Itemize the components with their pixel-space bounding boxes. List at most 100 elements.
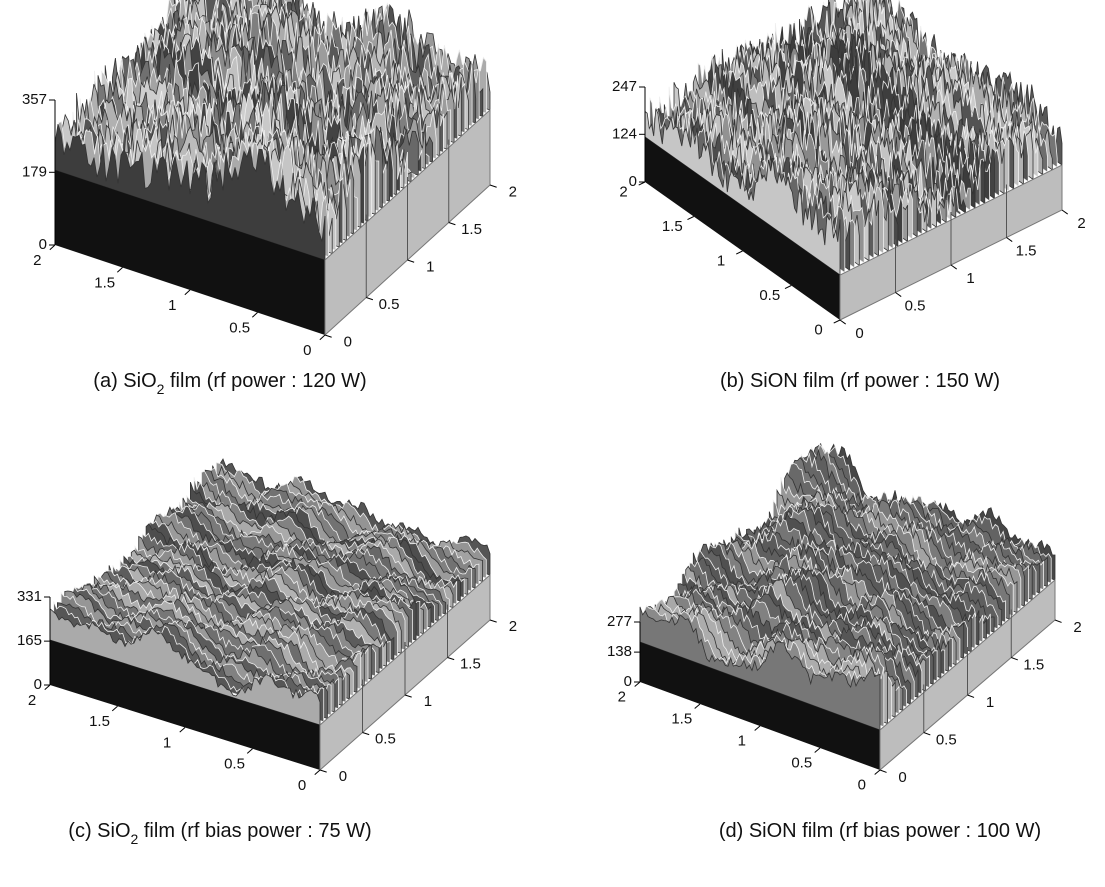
y-tick-label: 1 xyxy=(986,694,994,711)
x-tick-label: 0.5 xyxy=(791,755,812,772)
z-tick-label: 179 xyxy=(22,163,47,180)
y-tick-label: 0 xyxy=(344,334,352,351)
y-tick xyxy=(366,298,373,300)
z-tick-label: 277 xyxy=(607,613,632,630)
x-tick-label: 2 xyxy=(618,689,626,706)
x-tick xyxy=(117,268,122,273)
x-tick xyxy=(185,290,190,295)
x-tick-label: 2 xyxy=(33,252,41,269)
y-tick-label: 2 xyxy=(1077,215,1085,232)
y-tick xyxy=(880,770,887,772)
y-tick-label: 0.5 xyxy=(905,297,926,314)
caption: (c) SiO2 film (rf bias power : 75 W) xyxy=(68,820,371,846)
x-tick xyxy=(252,313,257,318)
x-tick-label: 1.5 xyxy=(94,275,115,292)
x-tick-label: 0 xyxy=(303,342,311,359)
x-tick-label: 0 xyxy=(814,322,822,339)
x-tick-label: 2 xyxy=(28,692,36,709)
caption-subscript: 2 xyxy=(157,381,165,397)
x-tick-label: 0 xyxy=(858,777,866,794)
z-tick-label: 138 xyxy=(607,643,632,660)
z-tick-label: 124 xyxy=(612,125,637,142)
y-tick-label: 1.5 xyxy=(1023,657,1044,674)
z-tick-label: 0 xyxy=(624,673,632,690)
x-tick-label: 0.5 xyxy=(229,320,250,337)
y-tick xyxy=(896,293,902,297)
y-tick xyxy=(840,320,846,324)
x-tick xyxy=(736,251,742,254)
caption: (b) SiON film (rf power : 150 W) xyxy=(720,370,1000,392)
x-tick-label: 0.5 xyxy=(224,756,245,773)
y-tick-label: 1 xyxy=(966,270,974,287)
y-tick xyxy=(363,733,370,735)
x-tick-label: 1 xyxy=(717,253,725,270)
y-tick-label: 1.5 xyxy=(461,221,482,238)
y-tick-label: 2 xyxy=(1073,619,1081,636)
x-tick xyxy=(785,286,791,289)
x-tick-label: 1.5 xyxy=(662,218,683,235)
z-tick-label: 357 xyxy=(22,91,47,108)
x-tick-label: 1.5 xyxy=(671,711,692,728)
x-tick xyxy=(45,685,50,690)
z-tick-label: 0 xyxy=(34,676,42,693)
y-tick-label: 2 xyxy=(509,184,517,201)
y-tick-label: 1 xyxy=(426,259,434,276)
caption: (a) SiO2 film (rf power : 120 W) xyxy=(93,370,366,396)
x-tick-label: 0 xyxy=(298,777,306,794)
x-tick xyxy=(315,770,320,775)
caption: (d) SiON film (rf bias power : 100 W) xyxy=(719,820,1041,842)
z-tick-label: 331 xyxy=(17,588,42,605)
y-tick xyxy=(449,223,456,225)
caption-text: (a) SiO xyxy=(93,370,156,392)
y-tick xyxy=(448,658,455,660)
x-tick xyxy=(695,704,700,709)
y-tick xyxy=(951,265,957,269)
x-tick xyxy=(875,770,880,775)
y-tick xyxy=(1007,238,1013,242)
y-tick xyxy=(490,620,497,622)
x-tick-label: 1.5 xyxy=(89,713,110,730)
x-tick xyxy=(635,682,640,687)
caption-text: (d) SiON film (rf bias power : 100 W) xyxy=(719,820,1041,842)
y-tick-label: 0.5 xyxy=(375,731,396,748)
x-tick xyxy=(112,706,117,711)
z-tick-label: 0 xyxy=(629,173,637,190)
y-tick-label: 0 xyxy=(339,768,347,785)
y-tick xyxy=(320,770,327,772)
x-tick xyxy=(755,726,760,731)
caption-text: (b) SiON film (rf power : 150 W) xyxy=(720,370,1000,392)
y-tick xyxy=(968,695,975,697)
y-tick xyxy=(490,185,497,187)
z-tick-label: 247 xyxy=(612,78,637,95)
caption-text: film (rf bias power : 75 W) xyxy=(138,820,371,842)
y-tick-label: 1.5 xyxy=(460,656,481,673)
caption-text: film (rf power : 120 W) xyxy=(164,370,366,392)
y-tick-label: 0.5 xyxy=(936,732,957,749)
y-tick xyxy=(1062,210,1068,214)
x-tick xyxy=(834,320,840,323)
y-tick xyxy=(325,335,332,337)
y-tick-label: 0 xyxy=(855,325,863,342)
x-tick xyxy=(50,245,55,250)
z-tick-label: 165 xyxy=(17,632,42,649)
y-tick xyxy=(405,695,412,697)
caption-text: (c) SiO xyxy=(68,820,130,842)
y-tick xyxy=(1055,620,1062,622)
y-tick-label: 2 xyxy=(509,618,517,635)
x-tick-label: 2 xyxy=(619,184,627,201)
figure: 00.511.5200.511.520179357(a) SiO2 film (… xyxy=(0,0,1105,887)
y-tick-label: 0.5 xyxy=(379,296,400,313)
y-tick-label: 1 xyxy=(424,693,432,710)
y-tick-label: 0 xyxy=(898,769,906,786)
y-tick xyxy=(924,733,931,735)
x-tick xyxy=(247,749,252,754)
x-tick-label: 0.5 xyxy=(759,287,780,304)
x-tick xyxy=(180,728,185,733)
x-tick-label: 1 xyxy=(163,734,171,751)
y-tick xyxy=(408,260,415,262)
y-tick-label: 1.5 xyxy=(1016,242,1037,259)
